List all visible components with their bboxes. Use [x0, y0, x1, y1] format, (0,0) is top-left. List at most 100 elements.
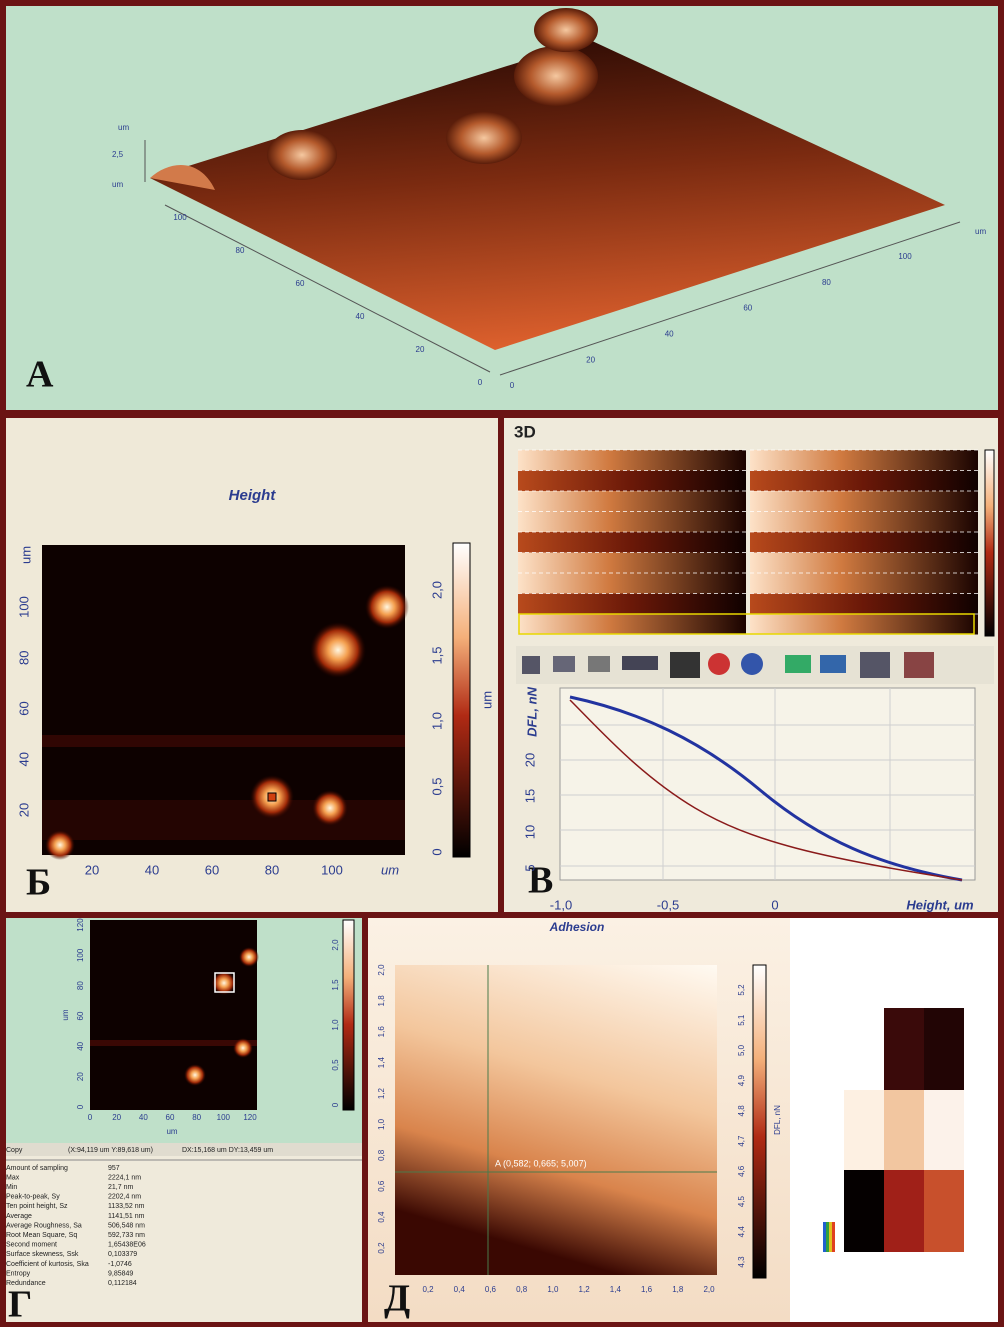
blob	[184, 1064, 206, 1086]
tick-label: 100	[76, 948, 85, 962]
stat-value: 1141,51 nm	[108, 1213, 145, 1220]
tick-label: 1,5	[331, 979, 340, 991]
tick-label: 2,0	[429, 581, 444, 599]
status-copy[interactable]: Copy	[6, 1147, 23, 1154]
view-label: 3D	[514, 422, 536, 441]
tick-label: 0,5	[331, 1059, 340, 1071]
tick-label: 120	[243, 1113, 257, 1122]
selection[interactable]	[214, 972, 235, 993]
tick-label: 1,8	[377, 995, 386, 1007]
blob	[212, 971, 236, 995]
height-map	[90, 920, 257, 1110]
icon-settings[interactable]	[904, 652, 934, 678]
tick-label: 0,8	[377, 1149, 386, 1161]
tick-label: 20	[76, 1072, 85, 1081]
stat-value: 9,85849	[108, 1270, 133, 1277]
stripe	[750, 511, 978, 532]
icon-print[interactable]	[588, 656, 610, 672]
stripe	[750, 593, 978, 614]
icon-zoom-out[interactable]	[741, 653, 763, 675]
colorbar-unit: DFL, nN	[773, 1105, 782, 1135]
tick-label: 4,6	[737, 1165, 746, 1177]
tick-label: -1,0	[550, 897, 572, 912]
annotation: A (0,582; 0,665; 5,007)	[495, 1158, 587, 1168]
stat-name: Peak-to-peak, Sy	[6, 1194, 60, 1201]
blob	[45, 830, 75, 860]
stripe	[750, 470, 978, 491]
tick-label: 40	[16, 752, 31, 766]
stripe	[518, 511, 746, 532]
tick-label: 100	[173, 213, 187, 222]
tick-label: 4,5	[737, 1195, 746, 1207]
tick-label: 10	[522, 825, 537, 839]
tick-label: 1,8	[672, 1285, 684, 1294]
tick-label: 1,0	[429, 712, 444, 730]
y-unit: um	[18, 546, 33, 564]
stripe	[518, 552, 746, 573]
icon-scale[interactable]	[785, 655, 811, 673]
tick-label: 40	[145, 862, 159, 877]
stat-name: Ten point height, Sz	[6, 1203, 68, 1210]
stripe	[518, 450, 746, 471]
tick-label: 60	[16, 701, 31, 715]
tick-label: 40	[356, 312, 365, 321]
bump	[514, 46, 598, 106]
x-label: Height, um	[906, 897, 974, 912]
y-unit: um	[61, 1009, 70, 1020]
panel-label: Б	[26, 862, 51, 904]
band	[90, 1040, 257, 1046]
tick-label: 1,6	[377, 1026, 386, 1038]
stat-name: Amount of sampling	[6, 1165, 68, 1172]
tick-label: -0,5	[657, 897, 679, 912]
axis	[499, 221, 961, 376]
tick-label: 5,2	[737, 984, 746, 996]
tick-label: 0,6	[377, 1180, 386, 1192]
tick-label: 60	[166, 1113, 175, 1122]
tick-label: 4,7	[737, 1135, 746, 1147]
panel-label: Г	[8, 1284, 32, 1326]
icon-ruler[interactable]	[622, 656, 658, 670]
stat-name: Root Mean Square, Sq	[6, 1232, 77, 1239]
icon-move[interactable]	[670, 652, 700, 678]
approach-curve	[569, 695, 963, 882]
blob	[233, 1038, 253, 1058]
toolbar-icons	[522, 652, 934, 678]
tick-label: 1,2	[579, 1285, 591, 1294]
tick-label: 1,6	[641, 1285, 653, 1294]
icon-save[interactable]	[522, 656, 540, 674]
blob	[310, 622, 366, 678]
stat-name: Min	[6, 1184, 17, 1191]
icon-scale[interactable]	[820, 655, 846, 673]
bump	[446, 112, 522, 164]
tick-label: 20	[522, 753, 537, 767]
x-unit: um	[381, 862, 399, 877]
stripe	[518, 614, 746, 635]
x-unit: um	[166, 1127, 177, 1136]
icon-chart[interactable]	[860, 652, 890, 678]
tick-label: 60	[743, 304, 752, 313]
stripe	[518, 470, 746, 491]
retract-curve	[569, 699, 963, 881]
icon-camera[interactable]	[553, 656, 575, 672]
bump	[267, 130, 337, 180]
blob	[312, 790, 348, 826]
tick-label: 1,2	[377, 1087, 386, 1099]
tick-label: 1,0	[331, 1019, 340, 1031]
icon-zoom-in[interactable]	[708, 653, 730, 675]
tick-label: 0	[510, 381, 515, 390]
tick-label: 5,1	[737, 1014, 746, 1026]
plot-area	[559, 687, 976, 881]
tick-label: 5,0	[737, 1044, 746, 1056]
y-label: DFL, nN	[524, 686, 539, 736]
stripe-image	[518, 449, 978, 635]
surface	[150, 40, 945, 350]
stat-value: 0,103379	[108, 1251, 137, 1258]
tick-label: 2,0	[377, 964, 386, 976]
tick-label: 40	[139, 1113, 148, 1122]
tick-label: 2,0	[703, 1285, 715, 1294]
stat-value: 2224,1 nm	[108, 1174, 141, 1181]
tick-label: 1,4	[610, 1285, 622, 1294]
z-unit: um	[112, 180, 123, 189]
panel-label: А	[26, 354, 54, 396]
